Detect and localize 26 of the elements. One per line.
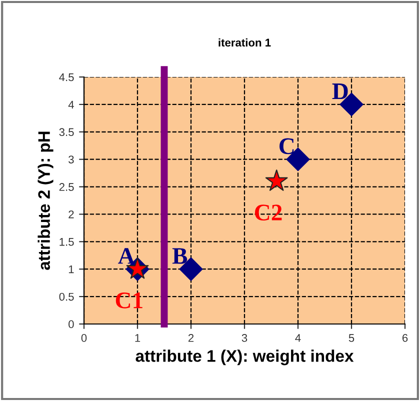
- x-tick-label: 0: [81, 334, 87, 342]
- x-axis-title: attribute 1 (X): weight index: [136, 350, 354, 366]
- y-tick-label: 2: [68, 210, 74, 218]
- y-tick-label: 1.5: [60, 238, 74, 246]
- y-tick-label: 0: [68, 320, 74, 328]
- x-tick-label: 3: [242, 334, 248, 342]
- y-tick-label: 4: [68, 100, 74, 108]
- chart-title: iteration 1: [218, 38, 271, 47]
- data-label: B: [172, 248, 188, 264]
- data-label: A: [118, 248, 135, 264]
- y-tick-label: 0.5: [59, 292, 74, 301]
- x-tick-label: 6: [402, 334, 408, 342]
- y-tick-label: 3: [68, 156, 74, 164]
- point: [265, 170, 288, 191]
- x-tick-label: 4: [295, 334, 301, 342]
- x-tick-label: 2: [188, 334, 194, 342]
- x-tick-label: 1: [135, 334, 140, 342]
- data-label: C: [280, 138, 294, 154]
- y-tick-label: 1: [68, 265, 74, 274]
- y-axis-title: attribute 2 (Y): pH: [38, 132, 54, 270]
- data-label: D: [332, 84, 348, 100]
- y-tick-label: 3.5: [59, 128, 74, 136]
- x-tick-label: 5: [348, 334, 354, 342]
- data-label: C1: [116, 292, 142, 308]
- y-tick-label: 2.5: [59, 183, 74, 191]
- y-tick-label: 4.5: [59, 73, 74, 82]
